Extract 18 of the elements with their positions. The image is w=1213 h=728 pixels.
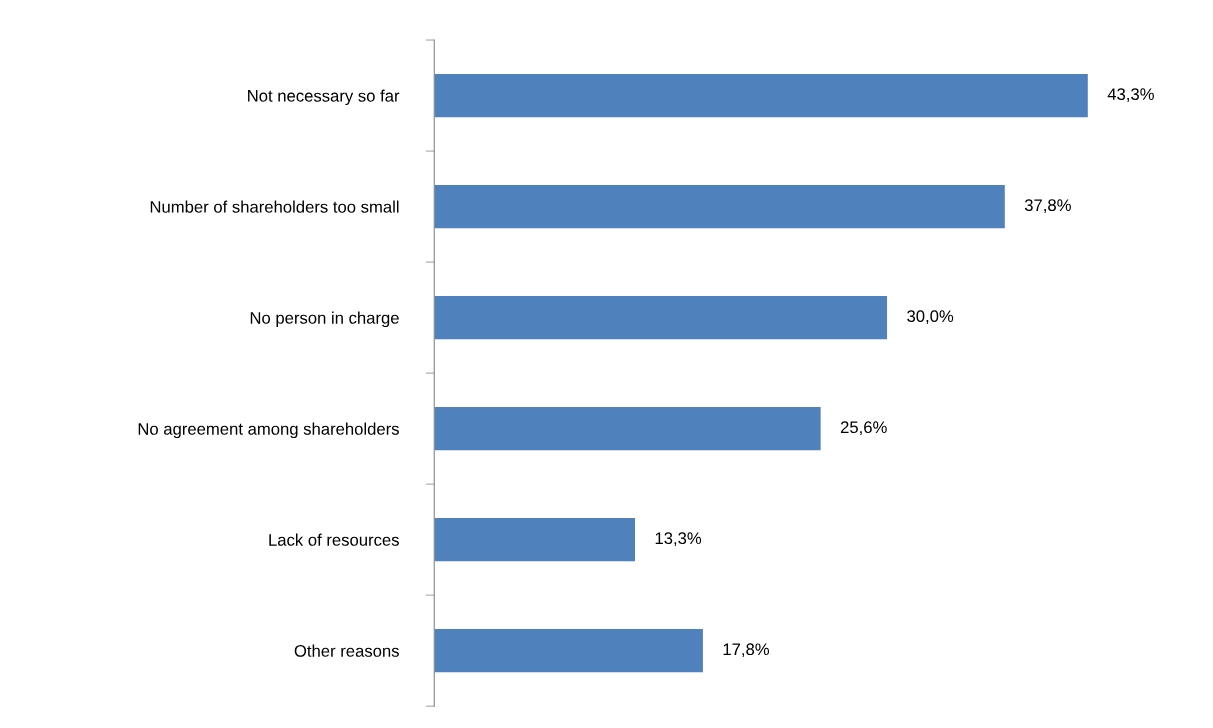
bar <box>434 184 1005 229</box>
data-label: 25,6% <box>840 421 887 436</box>
bar <box>434 295 888 340</box>
data-label: 37,8% <box>1024 199 1071 214</box>
data-label: 13,3% <box>655 532 702 547</box>
y-tick-label: No agreement among shareholders <box>138 422 399 439</box>
bar <box>434 629 703 673</box>
data-label: 30,0% <box>907 310 954 325</box>
y-tick-label: Not necessary so far <box>248 89 400 106</box>
y-tick-label: No person in charge <box>250 311 399 328</box>
bar <box>434 517 635 562</box>
data-label: 17,8% <box>723 643 770 658</box>
bar <box>434 406 821 451</box>
y-tick-label: Other reasons <box>294 644 399 657</box>
y-tick-label: Number of shareholders too small <box>150 200 399 213</box>
y-tick-label: Lack of resources <box>269 533 399 546</box>
bar <box>434 73 1088 118</box>
data-label: 43,3% <box>1107 88 1154 102</box>
